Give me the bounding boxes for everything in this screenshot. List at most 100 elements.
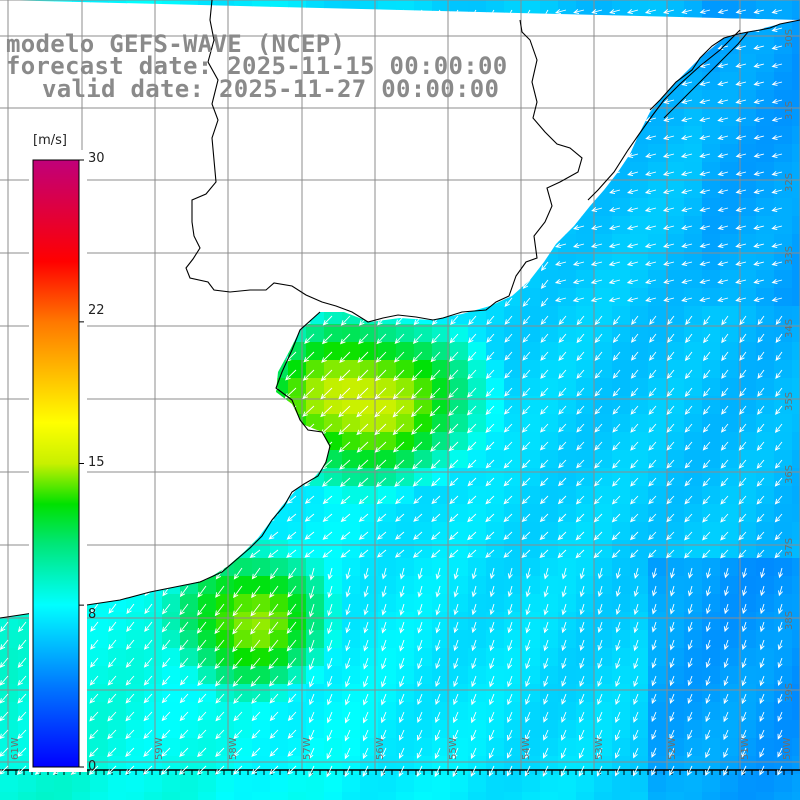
wind-arrow [669,675,675,687]
wind-arrow [287,729,297,739]
wind-arrow [414,279,423,289]
field-cell [594,702,613,721]
wind-arrow [651,675,657,687]
wind-arrow [775,387,783,398]
wind-arrow [644,45,657,51]
wind-arrow [702,495,711,505]
field-cell [468,252,487,271]
wind-arrow [753,134,765,140]
field-cell [0,450,19,469]
wind-arrow [504,369,513,379]
wind-arrow [615,747,621,759]
field-cell [396,288,415,307]
wind-arrow [572,99,585,105]
field-cell [540,72,559,91]
field-cell [774,432,793,451]
wind-arrow [179,657,189,669]
wind-arrow [214,459,225,468]
field-cell [684,18,703,37]
field-cell [594,576,613,595]
wind-arrow [396,171,405,182]
field-cell [576,90,595,109]
field-cell [468,504,487,523]
field-cell [396,612,415,631]
field-cell [468,18,487,37]
longitude-label: 54W [521,737,532,760]
field-cell [378,270,397,289]
wind-arrow [684,441,693,451]
field-cell [396,144,415,163]
field-cell [756,306,775,325]
field-cell [576,612,595,631]
field-cell [522,720,541,739]
wind-arrow [523,63,531,74]
wind-arrow [392,441,405,453]
field-cell [648,72,667,91]
field-cell [468,486,487,505]
wind-arrow [252,171,261,182]
wind-arrow [393,369,405,382]
wind-arrow [717,62,729,68]
field-cell [432,774,451,793]
field-cell [468,612,487,631]
wind-arrow [0,189,9,199]
field-cell [684,342,703,361]
wind-arrow [233,333,243,343]
wind-arrow [143,729,153,740]
wind-arrow [89,117,99,128]
longitude-label: 57W [302,737,313,760]
field-cell [234,486,253,505]
field-cell [324,162,343,181]
field-cell [414,270,433,289]
wind-arrow [411,369,423,381]
wind-arrow [197,567,207,580]
field-cell [666,270,685,289]
field-cell [234,108,253,127]
field-cell [216,252,235,271]
wind-arrow [612,387,621,397]
field-cell [396,756,415,775]
field-cell [414,702,433,721]
wind-arrow [753,224,765,231]
field-cell [126,360,145,379]
wind-arrow [106,765,117,775]
field-cell [72,0,91,19]
wind-arrow [612,441,621,451]
wind-arrow [232,477,243,486]
wind-arrow [596,765,603,777]
wind-arrow [669,729,675,740]
wind-arrow [0,729,9,740]
wind-arrow [87,549,99,558]
field-cell [216,576,235,595]
wind-arrow [554,225,567,231]
wind-arrow [195,549,207,558]
wind-arrow [342,153,351,164]
field-cell [612,180,631,199]
field-cell [540,540,559,559]
wind-arrow [652,567,658,579]
wind-arrow [233,567,243,580]
field-cell [486,720,505,739]
field-cell [144,342,163,361]
field-cell [540,90,559,109]
field-cell [360,540,379,559]
wind-arrow [706,567,712,579]
field-cell [792,756,800,775]
field-cell [648,792,667,800]
field-cell [450,180,469,199]
field-cell [252,198,271,217]
field-cell [594,684,613,703]
field-cell [774,234,793,253]
field-cell [594,648,613,667]
wind-arrow [720,459,729,469]
field-cell [216,630,235,649]
wind-arrow [662,9,675,15]
field-cell [774,0,793,19]
wind-arrow [757,387,765,397]
field-cell [702,342,721,361]
wind-arrow [771,206,783,212]
field-cell [342,288,361,307]
wind-arrow [250,657,261,670]
field-cell [342,540,361,559]
wind-arrow [303,351,315,363]
